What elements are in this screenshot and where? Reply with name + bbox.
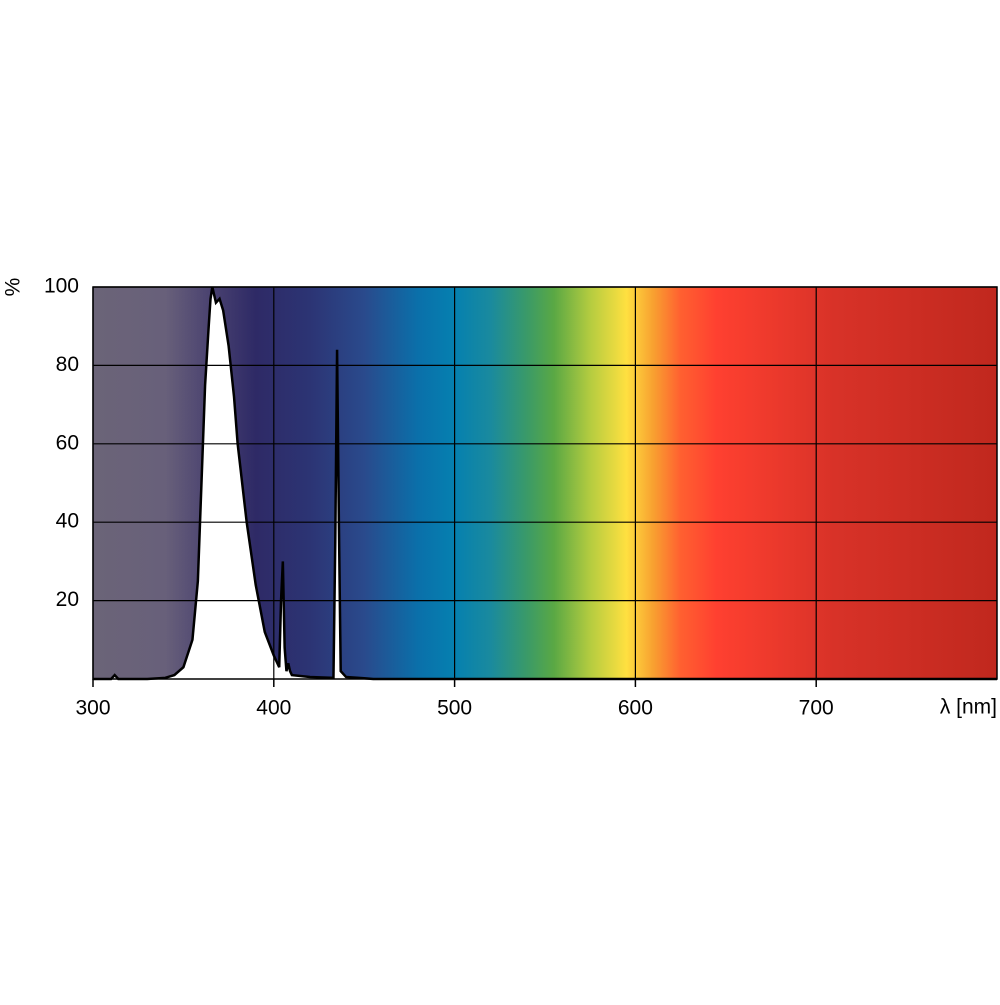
y-tick-label: 40	[56, 510, 79, 533]
y-tick-label: 80	[56, 353, 79, 376]
x-tick-label: 300	[75, 697, 110, 720]
y-tick-label: 100	[44, 275, 79, 298]
x-tick-label: 400	[256, 697, 291, 720]
x-tick-label: 600	[618, 697, 653, 720]
x-tick-label: 500	[437, 697, 472, 720]
y-axis-label: %	[2, 278, 25, 297]
y-tick-label: 60	[56, 431, 79, 454]
x-tick-label: 700	[799, 697, 834, 720]
y-tick-label: 20	[56, 588, 79, 611]
x-axis-label: λ [nm]	[940, 696, 997, 719]
